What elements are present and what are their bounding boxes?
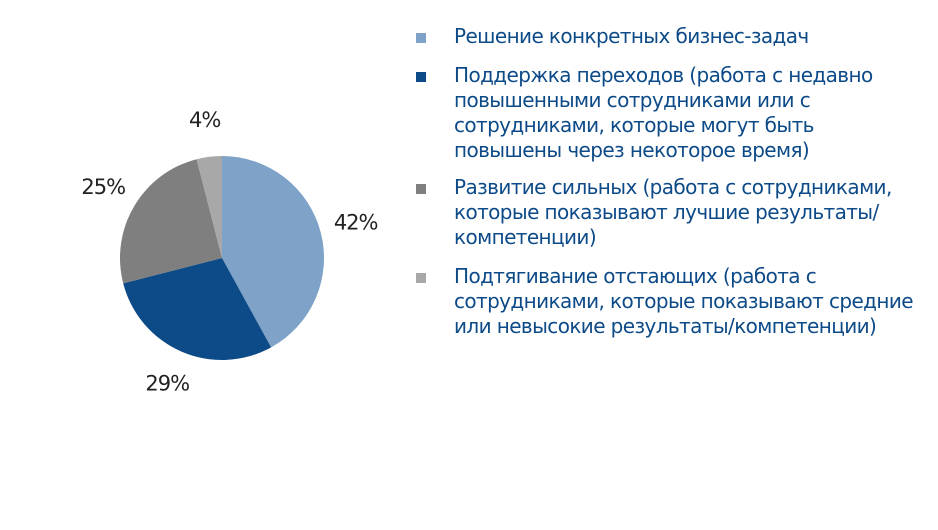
pie-slice — [123, 258, 272, 360]
legend-swatch — [416, 184, 426, 194]
data-label: 25% — [81, 175, 125, 199]
pie-slice — [222, 156, 324, 348]
legend-item: Подтягивание отстающих (работа с сотрудн… — [412, 264, 922, 339]
legend-label: Подтягивание отстающих (работа с сотрудн… — [454, 264, 914, 338]
legend-label: Развитие сильных (работа с сотрудниками,… — [454, 175, 892, 249]
legend-swatch — [416, 72, 426, 82]
legend-swatch — [416, 33, 426, 43]
pie-slice — [120, 159, 222, 284]
legend-item: Развитие сильных (работа с сотрудниками,… — [412, 175, 922, 250]
data-label: 4% — [189, 108, 220, 132]
legend: Решение конкретных бизнес-задач Поддержка… — [412, 24, 922, 353]
legend-label: Поддержка переходов (работа с недавно по… — [454, 63, 873, 162]
legend-item: Поддержка переходов (работа с недавно по… — [412, 63, 922, 163]
pie-slice — [196, 156, 222, 258]
legend-item: Решение конкретных бизнес-задач — [412, 24, 922, 49]
data-label: 42% — [334, 211, 378, 235]
legend-label: Решение конкретных бизнес-задач — [454, 24, 809, 48]
legend-swatch — [416, 273, 426, 283]
data-label: 29% — [145, 372, 189, 396]
